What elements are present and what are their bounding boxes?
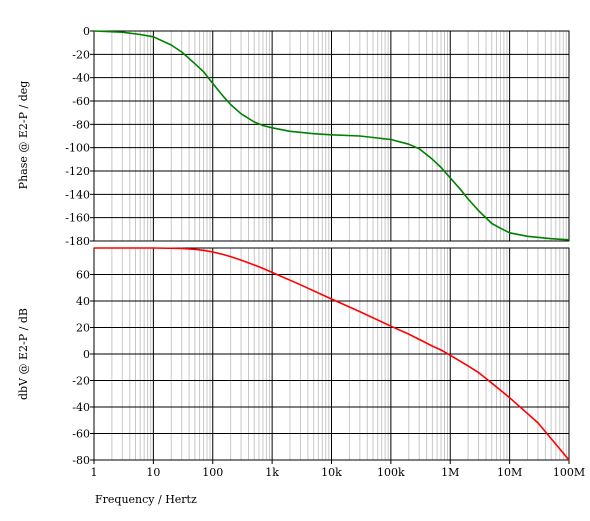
y-tick-label: -160 bbox=[65, 212, 90, 225]
y-tick-label: 0 bbox=[83, 25, 90, 38]
y-tick-label: 0 bbox=[83, 348, 90, 361]
plot-frame bbox=[93, 247, 570, 461]
y-tick-label: -40 bbox=[72, 401, 90, 414]
y-tick-label: -40 bbox=[72, 72, 90, 85]
x-tick-label: 100 bbox=[202, 466, 223, 479]
y-tick-label: -100 bbox=[65, 142, 90, 155]
y-tick-label: -180 bbox=[65, 235, 90, 248]
y-tick-label: -60 bbox=[72, 428, 90, 441]
x-tick-label: 1 bbox=[91, 466, 98, 479]
series-line bbox=[93, 30, 570, 241]
y-tick-label: 60 bbox=[76, 269, 90, 282]
y-tick-label: -80 bbox=[72, 454, 90, 467]
series-line bbox=[94, 247, 570, 461]
y-tick-label: -80 bbox=[72, 118, 90, 131]
x-tick-label: 10 bbox=[146, 466, 160, 479]
y-tick-label: -20 bbox=[72, 48, 90, 61]
x-tick-label: 1k bbox=[265, 466, 279, 479]
y-tick-label: -120 bbox=[65, 165, 90, 178]
y-tick-label: -140 bbox=[65, 188, 90, 201]
y-tick-label: -60 bbox=[72, 95, 90, 108]
gain-axis-label: dbV @ E2-P / dB bbox=[17, 308, 30, 400]
x-tick-label: 100k bbox=[377, 466, 405, 479]
plot-frame bbox=[93, 30, 570, 242]
y-tick-label: 20 bbox=[76, 322, 90, 335]
y-tick-label: -20 bbox=[72, 375, 90, 388]
frequency-axis-label: Frequency / Hertz bbox=[95, 493, 197, 506]
plot-frames bbox=[93, 30, 570, 461]
minor-grid bbox=[111, 31, 567, 460]
tick-labels: 0 -20 -40 -60 -80 -100 -120 -140 -160 -180 60 40 20 0… bbox=[65, 25, 585, 479]
phase-axis-label: Phase @ E2-P / deg bbox=[17, 81, 30, 190]
x-tick-label: 100M bbox=[553, 466, 585, 479]
x-tick-label: 10M bbox=[497, 466, 522, 479]
x-tick-label: 1M bbox=[441, 466, 459, 479]
y-tick-label: 40 bbox=[76, 295, 90, 308]
x-tick-label: 10k bbox=[321, 466, 342, 479]
curves bbox=[93, 30, 570, 461]
